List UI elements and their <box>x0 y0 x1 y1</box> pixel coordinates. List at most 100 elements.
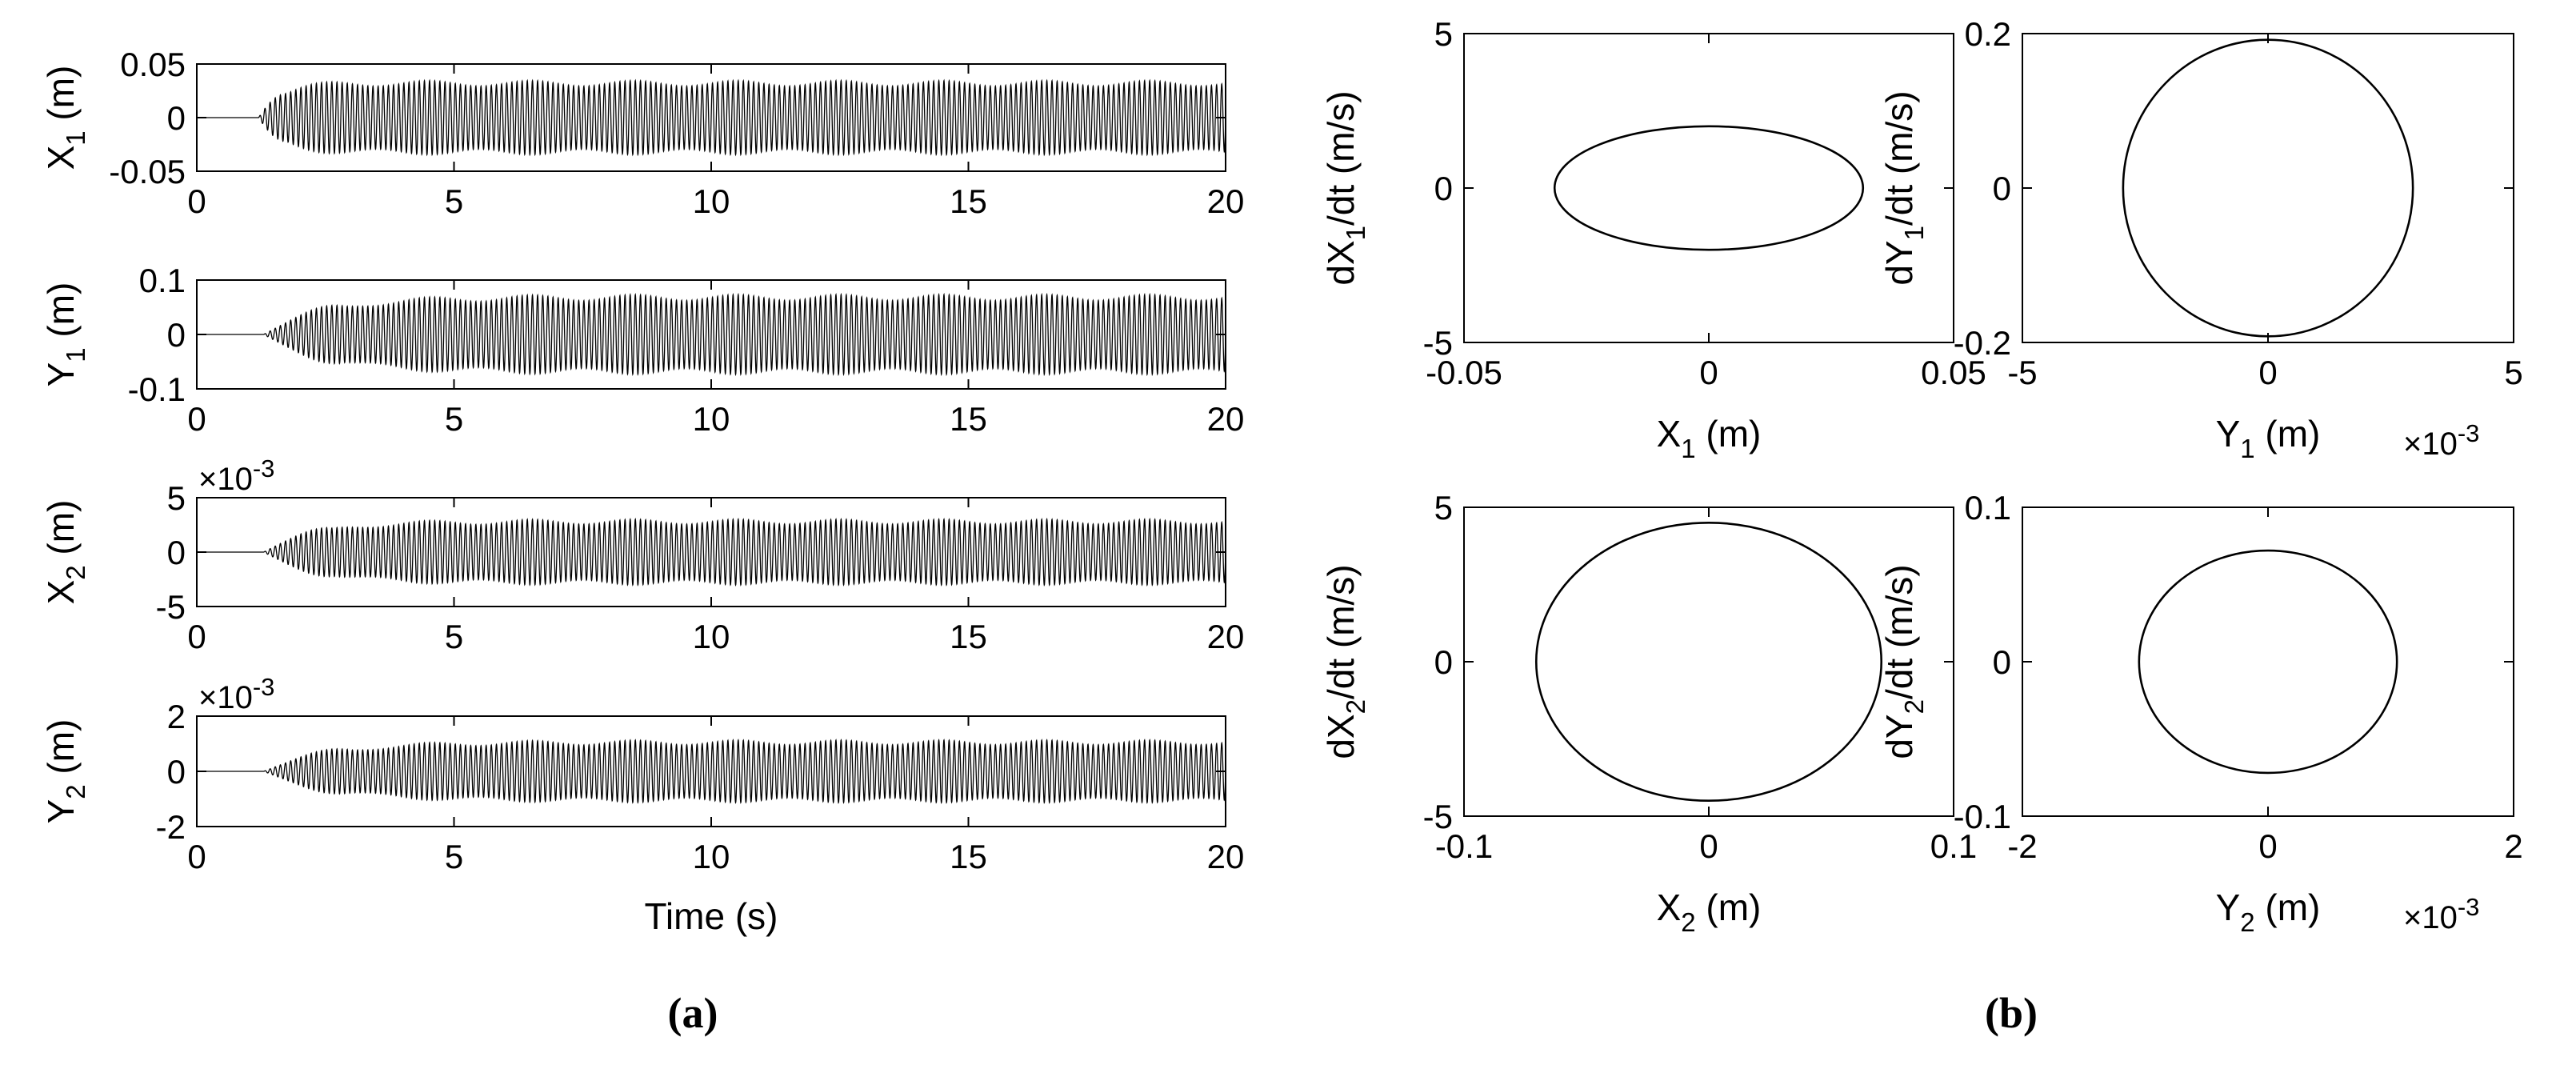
x-axis-label-phase_y1: Y1 (m) <box>2216 413 2321 463</box>
exponent-label-phase_y1: ×10-3 <box>2403 419 2479 462</box>
exponent-label-ts_x2: ×10-3 <box>198 454 274 497</box>
y-axis-label-ts_y1-subscript: 1 <box>61 347 90 362</box>
x-tick-label-ts_x1-1: 5 <box>445 182 463 220</box>
axes-box-phase_y2 <box>2022 506 2514 817</box>
y-axis-label-ts_x1-rest: (m) <box>40 66 82 131</box>
y-axis-label-phase_y2-subscript: 2 <box>1899 699 1929 714</box>
x-tick-label-ts_x1-3: 15 <box>950 182 987 220</box>
y-axis-label-ts_x1-base: X <box>40 146 82 170</box>
y-axis-label-phase_y2: dY2/dt (m/s) <box>1878 564 1929 759</box>
x-tick-label-phase_x1-1: 0 <box>1699 354 1718 391</box>
series-line-ts_y2 <box>197 739 1226 804</box>
exponent-label-ts_x2-power: -3 <box>253 454 275 482</box>
x-axis-label-phase_y2: Y2 (m) <box>2216 887 2321 937</box>
y-axis-label-phase_y1-subscript: 1 <box>1899 226 1929 240</box>
y-axis-label-ts_y1: Y1 (m) <box>40 282 90 387</box>
x-axis-label-phase_y1-rest: (m) <box>2255 413 2321 454</box>
y-tick-label-ts_y2-2: 2 <box>167 698 186 735</box>
y-axis-label-phase_x1-base: dX <box>1320 240 1362 285</box>
y-axis-label-ts_x2-rest: (m) <box>40 500 82 566</box>
x-axis-label-phase_y1-base: Y <box>2216 413 2241 454</box>
x-tick-label-ts_y2-1: 5 <box>445 838 463 875</box>
x-axis-label-phase_y2-base: Y <box>2216 887 2241 928</box>
x-tick-label-ts_x1-2: 10 <box>693 182 730 220</box>
y-axis-label-phase_y2-base: dY <box>1878 714 1920 759</box>
y-tick-label-phase_y1-2: 0.2 <box>1965 15 2011 53</box>
series-line-ts_y1 <box>197 292 1226 377</box>
y-axis-label-phase_x1: dX1/dt (m/s) <box>1320 90 1370 285</box>
y-axis-label-ts_x1: X1 (m) <box>40 66 90 170</box>
y-axis-label-ts_x2-subscript: 2 <box>61 565 90 579</box>
y-axis-label-phase_x2-subscript: 2 <box>1341 699 1370 714</box>
trajectory-phase_y2 <box>2138 549 2398 775</box>
x-tick-label-ts_x2-1: 5 <box>445 618 463 655</box>
y-tick-label-phase_y2-0: -0.1 <box>1954 798 2011 835</box>
x-tick-label-phase_x2-1: 0 <box>1699 827 1718 865</box>
x-tick-label-phase_x1-2: 0.05 <box>1921 354 1986 391</box>
x-tick-label-phase_y2-0: -2 <box>2007 827 2037 865</box>
y-axis-label-ts_x2-base: X <box>40 580 82 605</box>
x-tick-label-ts_x2-0: 0 <box>187 618 206 655</box>
y-tick-label-ts_y2-0: -2 <box>156 808 186 846</box>
x-axis-label-phase_x2-rest: (m) <box>1696 887 1762 928</box>
y-tick-label-phase_y1-1: 0 <box>1993 170 2011 207</box>
y-tick-label-ts_x1-1: 0 <box>167 99 186 137</box>
x-tick-label-ts_y1-0: 0 <box>187 400 206 438</box>
y-tick-label-ts_x2-0: -5 <box>156 588 186 626</box>
y-axis-label-ts_y1-base: Y <box>40 362 82 387</box>
x-tick-label-ts_y1-4: 20 <box>1207 400 1245 438</box>
x-tick-label-phase_x2-2: 0.1 <box>1930 827 1977 865</box>
y-tick-label-ts_x1-2: 0.05 <box>120 46 186 83</box>
x-axis-label-phase_x2-base: X <box>1657 887 1682 928</box>
x-tick-label-phase_y1-0: -5 <box>2007 354 2037 391</box>
y-axis-label-phase_y1-base: dY <box>1878 240 1920 285</box>
exponent-label-phase_y1-base: ×10 <box>2403 426 2458 462</box>
axes-box-phase_y1 <box>2022 33 2514 343</box>
y-tick-label-phase_x2-1: 0 <box>1434 643 1453 681</box>
y-tick-label-ts_y1-2: 0.1 <box>139 262 186 299</box>
exponent-label-ts_y2-base: ×10 <box>198 680 253 715</box>
series-line-ts_x1 <box>197 78 1226 157</box>
x-tick-label-ts_y1-3: 15 <box>950 400 987 438</box>
y-tick-label-ts_x1-0: -0.05 <box>109 153 186 190</box>
x-tick-label-ts_x2-3: 15 <box>950 618 987 655</box>
x-axis-label-phase_x2-subscript: 2 <box>1681 907 1695 937</box>
x-tick-label-ts_x1-0: 0 <box>187 182 206 220</box>
y-axis-label-ts_y2-rest: (m) <box>40 719 82 785</box>
x-tick-label-phase_x2-0: -0.1 <box>1435 827 1493 865</box>
y-axis-label-phase_y1: dY1/dt (m/s) <box>1878 90 1929 285</box>
y-tick-label-phase_y2-2: 0.1 <box>1965 489 2011 526</box>
y-axis-label-phase_x1-subscript: 1 <box>1341 226 1370 240</box>
y-axis-label-ts_x2: X2 (m) <box>40 500 90 605</box>
y-tick-label-phase_x1-0: -5 <box>1423 324 1453 362</box>
y-tick-label-ts_y2-1: 0 <box>167 753 186 791</box>
y-axis-label-ts_y2-subscript: 2 <box>61 784 90 799</box>
y-axis-label-ts_x1-subscript: 1 <box>61 130 90 145</box>
exponent-label-ts_y2: ×10-3 <box>198 673 274 715</box>
y-tick-label-phase_x2-0: -5 <box>1423 798 1453 835</box>
x-tick-label-phase_y2-1: 0 <box>2258 827 2277 865</box>
y-axis-label-phase_x2-rest: /dt (m/s) <box>1320 564 1362 699</box>
trajectory-phase_x2 <box>1534 521 1883 802</box>
y-axis-label-ts_y2-base: Y <box>40 799 82 824</box>
series-line-ts_x2 <box>197 518 1226 587</box>
y-tick-label-ts_y1-1: 0 <box>167 316 186 354</box>
x-axis-label-phase_x2: X2 (m) <box>1657 887 1762 937</box>
x-tick-label-ts_x1-4: 20 <box>1207 182 1245 220</box>
y-axis-label-ts_y1-rest: (m) <box>40 282 82 348</box>
y-tick-label-ts_x2-2: 5 <box>167 479 186 517</box>
panel-label-b: (b) <box>1985 989 2038 1037</box>
panel-label-a: (a) <box>668 989 718 1037</box>
x-axis-label-phase_x1-base: X <box>1657 413 1682 454</box>
x-axis-label-phase_y2-rest: (m) <box>2255 887 2321 928</box>
exponent-label-phase_y2-base: ×10 <box>2403 900 2458 935</box>
x-tick-label-ts_y2-2: 10 <box>693 838 730 875</box>
y-tick-label-phase_y2-1: 0 <box>1993 643 2011 681</box>
y-tick-label-phase_x2-2: 5 <box>1434 489 1453 526</box>
